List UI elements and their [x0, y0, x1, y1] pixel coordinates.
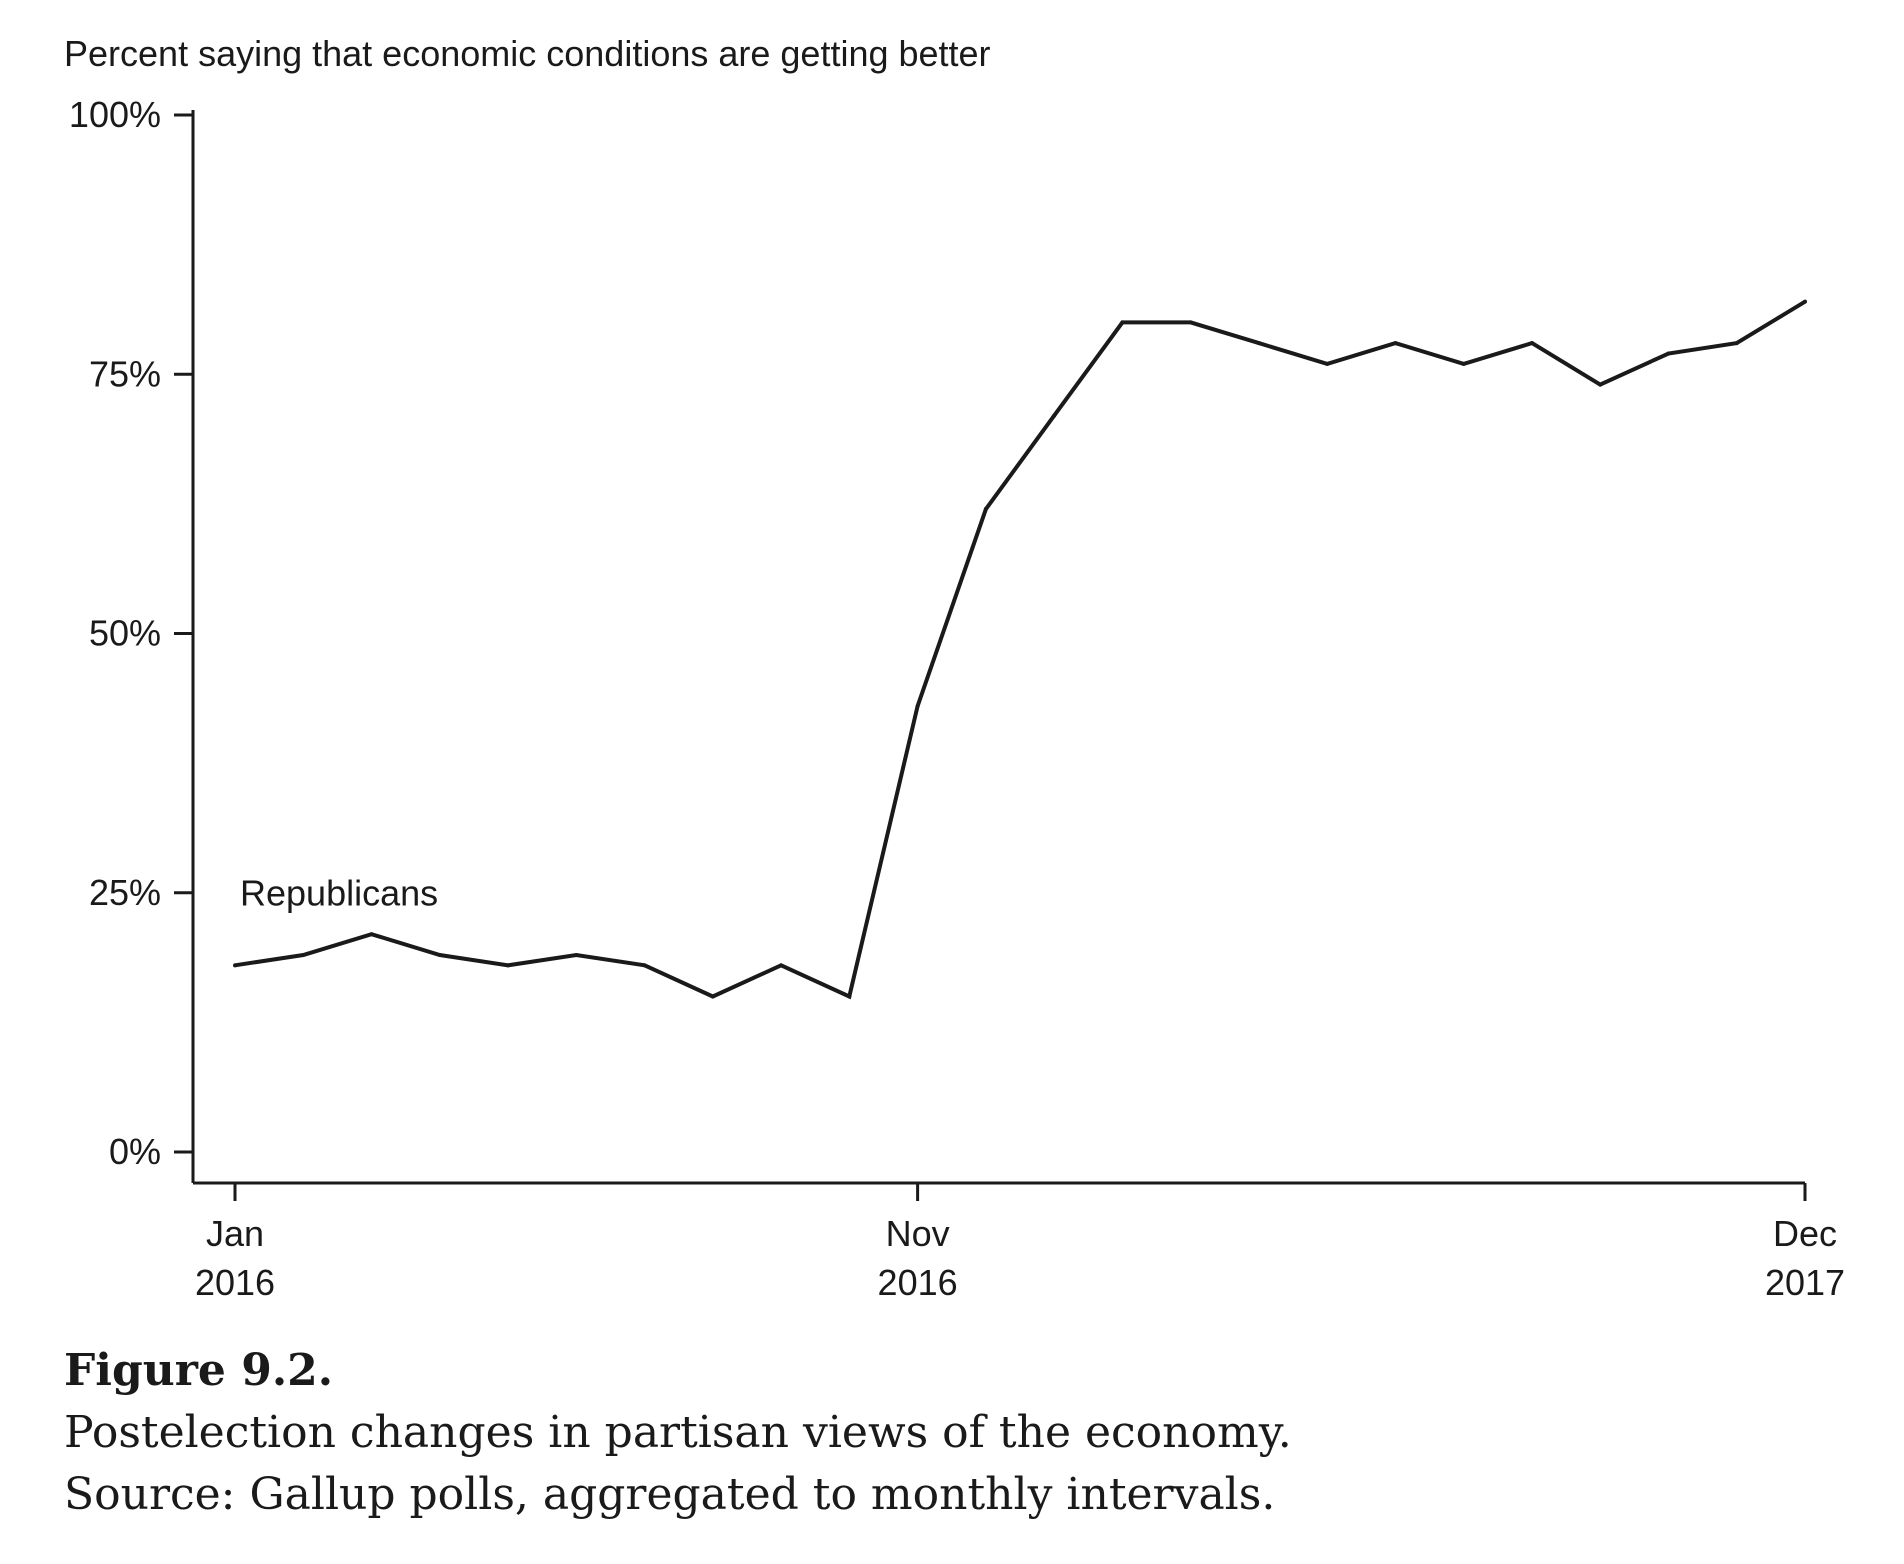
caption-title: Figure 9.2. — [64, 1345, 334, 1396]
data-point — [301, 952, 306, 957]
data-point — [574, 952, 579, 957]
data-point — [779, 963, 784, 968]
line-chart: Percent saying that economic conditions … — [64, 33, 1845, 1303]
data-point — [1256, 341, 1261, 346]
x-tick-label-month: Jan — [206, 1213, 264, 1254]
series-label: Republicans — [240, 872, 438, 913]
y-tick-label: 25% — [89, 872, 161, 913]
chart-title: Percent saying that economic conditions … — [64, 33, 991, 74]
x-tick-label-month: Nov — [886, 1213, 950, 1254]
y-axis: 0% 25% 50% 75% 100% — [69, 94, 195, 1183]
data-point — [1666, 351, 1671, 356]
data-point — [983, 507, 988, 512]
figure-caption: Figure 9.2. Postelection changes in part… — [64, 1340, 1292, 1526]
data-point — [1052, 413, 1057, 418]
data-point — [1529, 341, 1534, 346]
x-tick-label-year: 2016 — [195, 1262, 275, 1303]
y-tick-label: 100% — [69, 94, 161, 135]
data-point — [1461, 361, 1466, 366]
data-point — [233, 963, 237, 968]
data-point — [506, 963, 511, 968]
y-tick-label: 50% — [89, 613, 161, 654]
x-tick-label-year: 2016 — [878, 1262, 958, 1303]
data-point — [915, 704, 920, 709]
x-axis: Jan 2016 Nov 2016 Dec 2017 — [193, 1181, 1845, 1303]
data-point — [710, 994, 715, 999]
x-tick-label-year: 2017 — [1765, 1262, 1845, 1303]
series-group: Republicans — [233, 299, 1807, 1000]
y-tick-label: 0% — [109, 1131, 161, 1172]
data-point — [1393, 341, 1398, 346]
data-point — [1325, 361, 1330, 366]
data-point — [1598, 382, 1603, 387]
data-point — [437, 952, 442, 957]
data-point — [369, 932, 374, 937]
data-point — [1803, 299, 1807, 304]
series-line-republicans — [234, 299, 1807, 1000]
data-point — [1734, 341, 1739, 346]
caption-description: Postelection changes in partisan views o… — [64, 1407, 1292, 1458]
data-point — [1188, 320, 1193, 325]
data-point — [642, 963, 647, 968]
data-point — [847, 994, 852, 999]
data-point — [1120, 320, 1125, 325]
x-tick-label-month: Dec — [1773, 1213, 1837, 1254]
y-tick-label: 75% — [89, 353, 161, 394]
caption-source: Source: Gallup polls, aggregated to mont… — [64, 1469, 1276, 1520]
